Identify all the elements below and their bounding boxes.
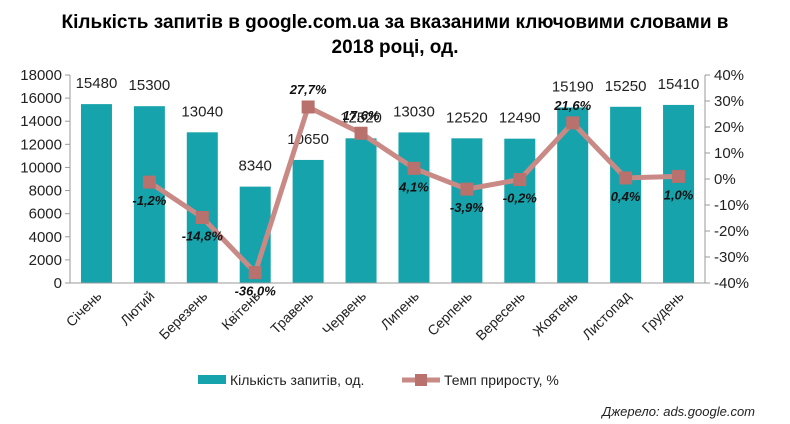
left-tick-label: 2000 xyxy=(29,252,62,269)
rate-value-label: 1,0% xyxy=(664,187,694,202)
legend-bar-swatch xyxy=(198,375,226,384)
rate-value-label: -1,2% xyxy=(132,193,166,208)
bar xyxy=(133,106,165,283)
line-series: -1,2% -14,8% -36,0% 27,7% 17,6% 4,1% -3,9% -0,2… xyxy=(132,82,693,299)
bar-value-label: 12490 xyxy=(499,110,541,127)
bar-value-label: 15250 xyxy=(605,78,647,95)
rate-value-label: -0,2% xyxy=(503,191,537,206)
bar xyxy=(504,138,536,283)
category-label: Березень xyxy=(156,288,211,343)
line-point-marker xyxy=(248,266,262,280)
right-tick-label: 0% xyxy=(714,171,736,188)
category-label: Лютий xyxy=(117,288,158,329)
left-tick-label: 18000 xyxy=(20,67,62,84)
legend: Кількість запитів, од. Темп приросту, % xyxy=(198,372,559,388)
rate-value-label: 21,6% xyxy=(553,98,591,113)
category-label: Грудень xyxy=(639,288,687,336)
line-point-marker xyxy=(407,161,421,175)
left-tick-label: 10000 xyxy=(20,159,62,176)
bar-value-label: 12520 xyxy=(340,109,382,126)
bar-value-label: 13030 xyxy=(393,103,435,120)
left-tick-label: 14000 xyxy=(20,113,62,130)
left-tick-label: 12000 xyxy=(20,136,62,153)
bar-value-label: 12520 xyxy=(446,109,488,126)
category-label: Січень xyxy=(63,288,105,330)
bar xyxy=(398,132,430,283)
line-point-marker xyxy=(566,116,580,130)
legend-line-marker xyxy=(415,374,427,386)
chart-title-line: Кількість запитів в google.com.ua за вка… xyxy=(62,12,729,33)
bar-value-label: 15480 xyxy=(76,75,118,92)
bar xyxy=(80,104,112,284)
bar-value-label: 8340 xyxy=(239,158,272,175)
left-tick-label: 4000 xyxy=(29,229,62,246)
category-label: Серпень xyxy=(424,288,475,339)
source-note: Джерело: ads.google.com xyxy=(600,404,755,419)
bar-value-label: 15410 xyxy=(658,76,700,93)
bar-value-label: 13040 xyxy=(181,103,223,120)
left-tick-label: 6000 xyxy=(29,206,62,223)
line-point-marker xyxy=(142,175,156,189)
rate-value-label: -14,8% xyxy=(182,228,224,243)
rate-value-label: 4,1% xyxy=(398,179,429,194)
bar xyxy=(451,138,483,283)
chart-title-line: 2018 році, од. xyxy=(332,37,459,58)
left-tick-label: 16000 xyxy=(20,90,62,107)
category-label: Вересень xyxy=(472,288,528,344)
category-label: Жовтень xyxy=(529,288,580,339)
bar xyxy=(292,159,324,283)
rate-value-label: -3,9% xyxy=(450,200,484,215)
bar-value-label: 15190 xyxy=(552,78,594,95)
line-point-marker xyxy=(460,182,474,196)
bar xyxy=(345,138,377,283)
category-label: Червень xyxy=(319,288,369,338)
line-point-marker xyxy=(619,171,633,185)
left-y-axis: 0 2000 4000 6000 8000 10000 12000 14000 16000 180… xyxy=(20,67,71,292)
bar xyxy=(663,104,695,283)
right-tick-label: 40% xyxy=(714,67,744,84)
rate-value-label: 27,7% xyxy=(289,82,327,97)
right-tick-label: -20% xyxy=(714,223,749,240)
right-tick-label: -10% xyxy=(714,197,749,214)
line-point-marker xyxy=(354,126,368,140)
right-tick-label: 10% xyxy=(714,145,744,162)
left-tick-label: 0 xyxy=(54,275,62,292)
rate-value-label: -36,0% xyxy=(235,284,277,299)
right-y-axis: -40% -30% -20% -10% 0% 10% 20% 30% 40% xyxy=(704,67,749,292)
legend-line-label: Темп приросту, % xyxy=(444,372,559,388)
right-tick-label: -40% xyxy=(714,275,749,292)
right-tick-label: 30% xyxy=(714,93,744,110)
legend-bar-label: Кількість запитів, од. xyxy=(230,372,364,388)
line-point-marker xyxy=(513,173,527,187)
rate-value-label: 0,4% xyxy=(611,189,641,204)
line-point-marker xyxy=(301,100,315,114)
bar xyxy=(610,106,642,284)
rate-value-label: 17,6% xyxy=(343,108,380,123)
line-point-marker xyxy=(672,169,686,183)
category-label: Листопад xyxy=(579,288,634,343)
left-tick-label: 8000 xyxy=(29,183,62,200)
right-tick-label: -30% xyxy=(714,249,749,266)
line-point-marker xyxy=(195,210,209,224)
bar-value-label: 15300 xyxy=(129,77,171,94)
right-tick-label: 20% xyxy=(714,119,744,136)
category-label: Липень xyxy=(377,288,422,333)
chart-title: Кількість запитів в google.com.ua за вка… xyxy=(62,12,729,58)
